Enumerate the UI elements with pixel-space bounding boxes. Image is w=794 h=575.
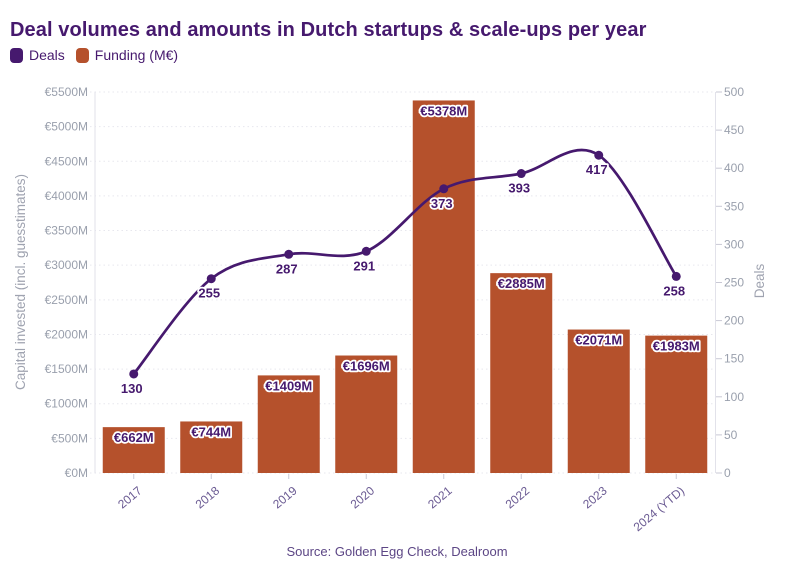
right-tick-label: 300 — [724, 237, 744, 251]
funding-bar[interactable] — [257, 375, 320, 473]
deals-point[interactable] — [594, 150, 604, 160]
deals-value-label: 255 — [198, 286, 220, 301]
right-tick-label: 400 — [724, 161, 744, 175]
x-tick-label: 2019 — [270, 483, 300, 511]
right-tick-label: 50 — [724, 428, 738, 442]
funding-bar[interactable] — [102, 427, 165, 473]
left-tick-label: €3000M — [45, 258, 88, 272]
right-tick-label: 200 — [724, 314, 744, 328]
funding-value-label: €744M — [191, 424, 231, 439]
deals-value-label: 258 — [663, 283, 685, 298]
x-tick-label: 2017 — [115, 483, 145, 511]
legend: Deals Funding (M€) — [10, 47, 178, 63]
funding-bar[interactable] — [490, 273, 553, 473]
right-axis-ticks: 0 50 100 150 200 250 300 350 400 450 500 — [716, 85, 744, 480]
funding-swatch-icon — [75, 47, 89, 63]
deals-point[interactable] — [439, 184, 449, 194]
funding-bar[interactable] — [180, 421, 243, 473]
deals-point[interactable] — [206, 274, 216, 284]
deals-value-label: 291 — [353, 258, 375, 273]
x-tick-label: 2018 — [193, 483, 223, 511]
funding-value-label: €2071M — [575, 333, 622, 348]
funding-value-label: €1409M — [265, 378, 312, 393]
legend-item-funding[interactable]: Funding (M€) — [75, 47, 179, 63]
funding-bar[interactable] — [335, 355, 398, 473]
right-tick-label: 500 — [724, 85, 744, 99]
left-tick-label: €500M — [51, 431, 88, 445]
right-tick-label: 150 — [724, 352, 744, 366]
legend-item-deals[interactable]: Deals — [10, 47, 65, 63]
left-tick-label: €4500M — [45, 154, 88, 168]
left-tick-label: €1500M — [45, 362, 88, 376]
x-tick-label: 2021 — [425, 483, 455, 511]
left-axis-ticks: €0M €500M €1000M €1500M €2000M €2500M €3000M €3… — [45, 85, 88, 480]
deals-point[interactable] — [516, 169, 526, 179]
funding-value-label: €662M — [114, 430, 154, 445]
left-tick-label: €5000M — [45, 120, 88, 134]
x-tick-label: 2023 — [580, 483, 610, 511]
x-tick-label: 2024 (YTD) — [631, 484, 688, 535]
right-axis-title: Deals — [752, 263, 767, 298]
funding-bar-labels: €662M €744M €1409M €1696M €5378M €2885M €2071M… — [112, 102, 701, 447]
deals-value-label: 393 — [508, 181, 530, 196]
deals-value-label: 287 — [276, 261, 298, 276]
source-caption: Source: Golden Egg Check, Dealroom — [286, 544, 508, 559]
funding-bar[interactable] — [645, 335, 708, 473]
left-tick-label: €2000M — [45, 327, 88, 341]
chart-title: Deal volumes and amounts in Dutch startu… — [10, 19, 647, 42]
left-axis-title: Capital invested (incl. guesstimates) — [13, 174, 28, 390]
left-tick-label: €0M — [65, 466, 88, 480]
left-tick-label: €4000M — [45, 189, 88, 203]
legend-label-deals: Deals — [29, 47, 65, 63]
deals-value-label: 373 — [431, 196, 453, 211]
left-tick-label: €1000M — [45, 397, 88, 411]
deals-value-label: 130 — [121, 381, 143, 396]
right-tick-label: 250 — [724, 276, 744, 290]
deals-point[interactable] — [361, 246, 371, 256]
funding-value-label: €1983M — [653, 339, 700, 354]
funding-value-label: €2885M — [498, 276, 545, 291]
funding-bars — [102, 100, 708, 474]
right-tick-label: 100 — [724, 390, 744, 404]
legend-label-funding: Funding (M€) — [94, 47, 179, 63]
left-tick-label: €2500M — [45, 293, 88, 307]
left-tick-label: €3500M — [45, 224, 88, 238]
left-tick-label: €5500M — [45, 85, 88, 99]
x-axis: 2017 2018 2019 2020 2021 2022 2023 2024 (YTD) — [115, 474, 687, 534]
deals-swatch-icon — [10, 47, 23, 63]
x-tick-label: 2022 — [503, 483, 533, 511]
right-tick-label: 450 — [724, 123, 744, 137]
funding-bar[interactable] — [412, 100, 475, 474]
right-tick-label: 0 — [724, 466, 731, 480]
funding-value-label: €1696M — [343, 359, 390, 374]
deals-points: 130 255 287 291 373 393 417 258 — [119, 150, 687, 398]
right-tick-label: 350 — [724, 199, 744, 213]
deals-value-label: 417 — [586, 162, 608, 177]
deals-point[interactable] — [129, 369, 139, 379]
funding-bar[interactable] — [567, 329, 630, 473]
funding-value-label: €5378M — [420, 103, 467, 118]
x-tick-label: 2020 — [348, 483, 378, 511]
deals-point[interactable] — [284, 249, 294, 259]
deals-point[interactable] — [671, 271, 681, 281]
